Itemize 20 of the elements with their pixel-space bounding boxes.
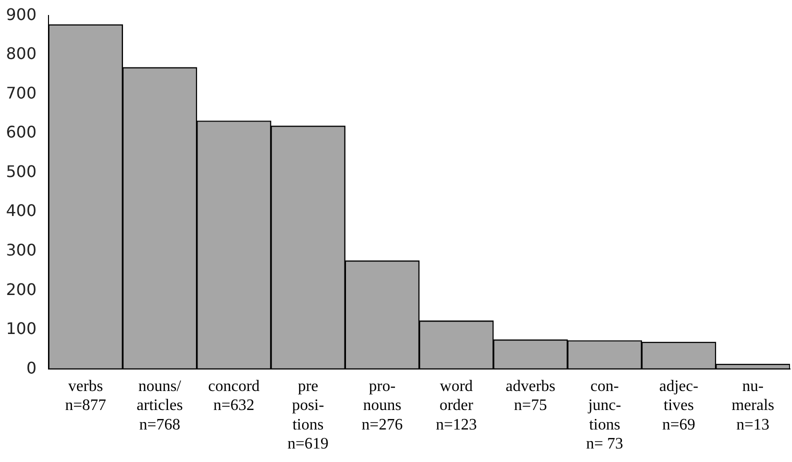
y-tick-label: 600 [6, 122, 37, 142]
x-tick-label: verbs n=877 [65, 378, 106, 414]
x-tick-label: concord n=632 [208, 378, 260, 414]
x-tick-label: adjec- tives n=69 [659, 378, 698, 434]
x-tick-label: word order n=123 [436, 378, 477, 434]
y-tick-label: 700 [6, 83, 37, 102]
y-tick-label: 200 [6, 280, 37, 299]
y-tick-label: 0 [26, 358, 37, 378]
y-tick-label: 500 [6, 162, 37, 181]
x-tick-label: pre posi- tions n=619 [288, 378, 329, 453]
y-tick-label: 100 [6, 319, 37, 338]
x-tick-label: nouns/ articles n=768 [136, 378, 183, 434]
x-tick-label: adverbs n=75 [506, 378, 556, 414]
x-tick-label: pro- nouns n=276 [362, 378, 403, 434]
y-tick-label: 800 [6, 44, 37, 64]
x-tick-label: nu- merals n=13 [732, 378, 774, 434]
y-tick-label: 400 [6, 201, 37, 220]
x-tick-label: con- junc- tions n= 73 [586, 378, 624, 453]
y-tick-label: 300 [6, 240, 37, 260]
y-tick-label: 900 [6, 4, 37, 24]
